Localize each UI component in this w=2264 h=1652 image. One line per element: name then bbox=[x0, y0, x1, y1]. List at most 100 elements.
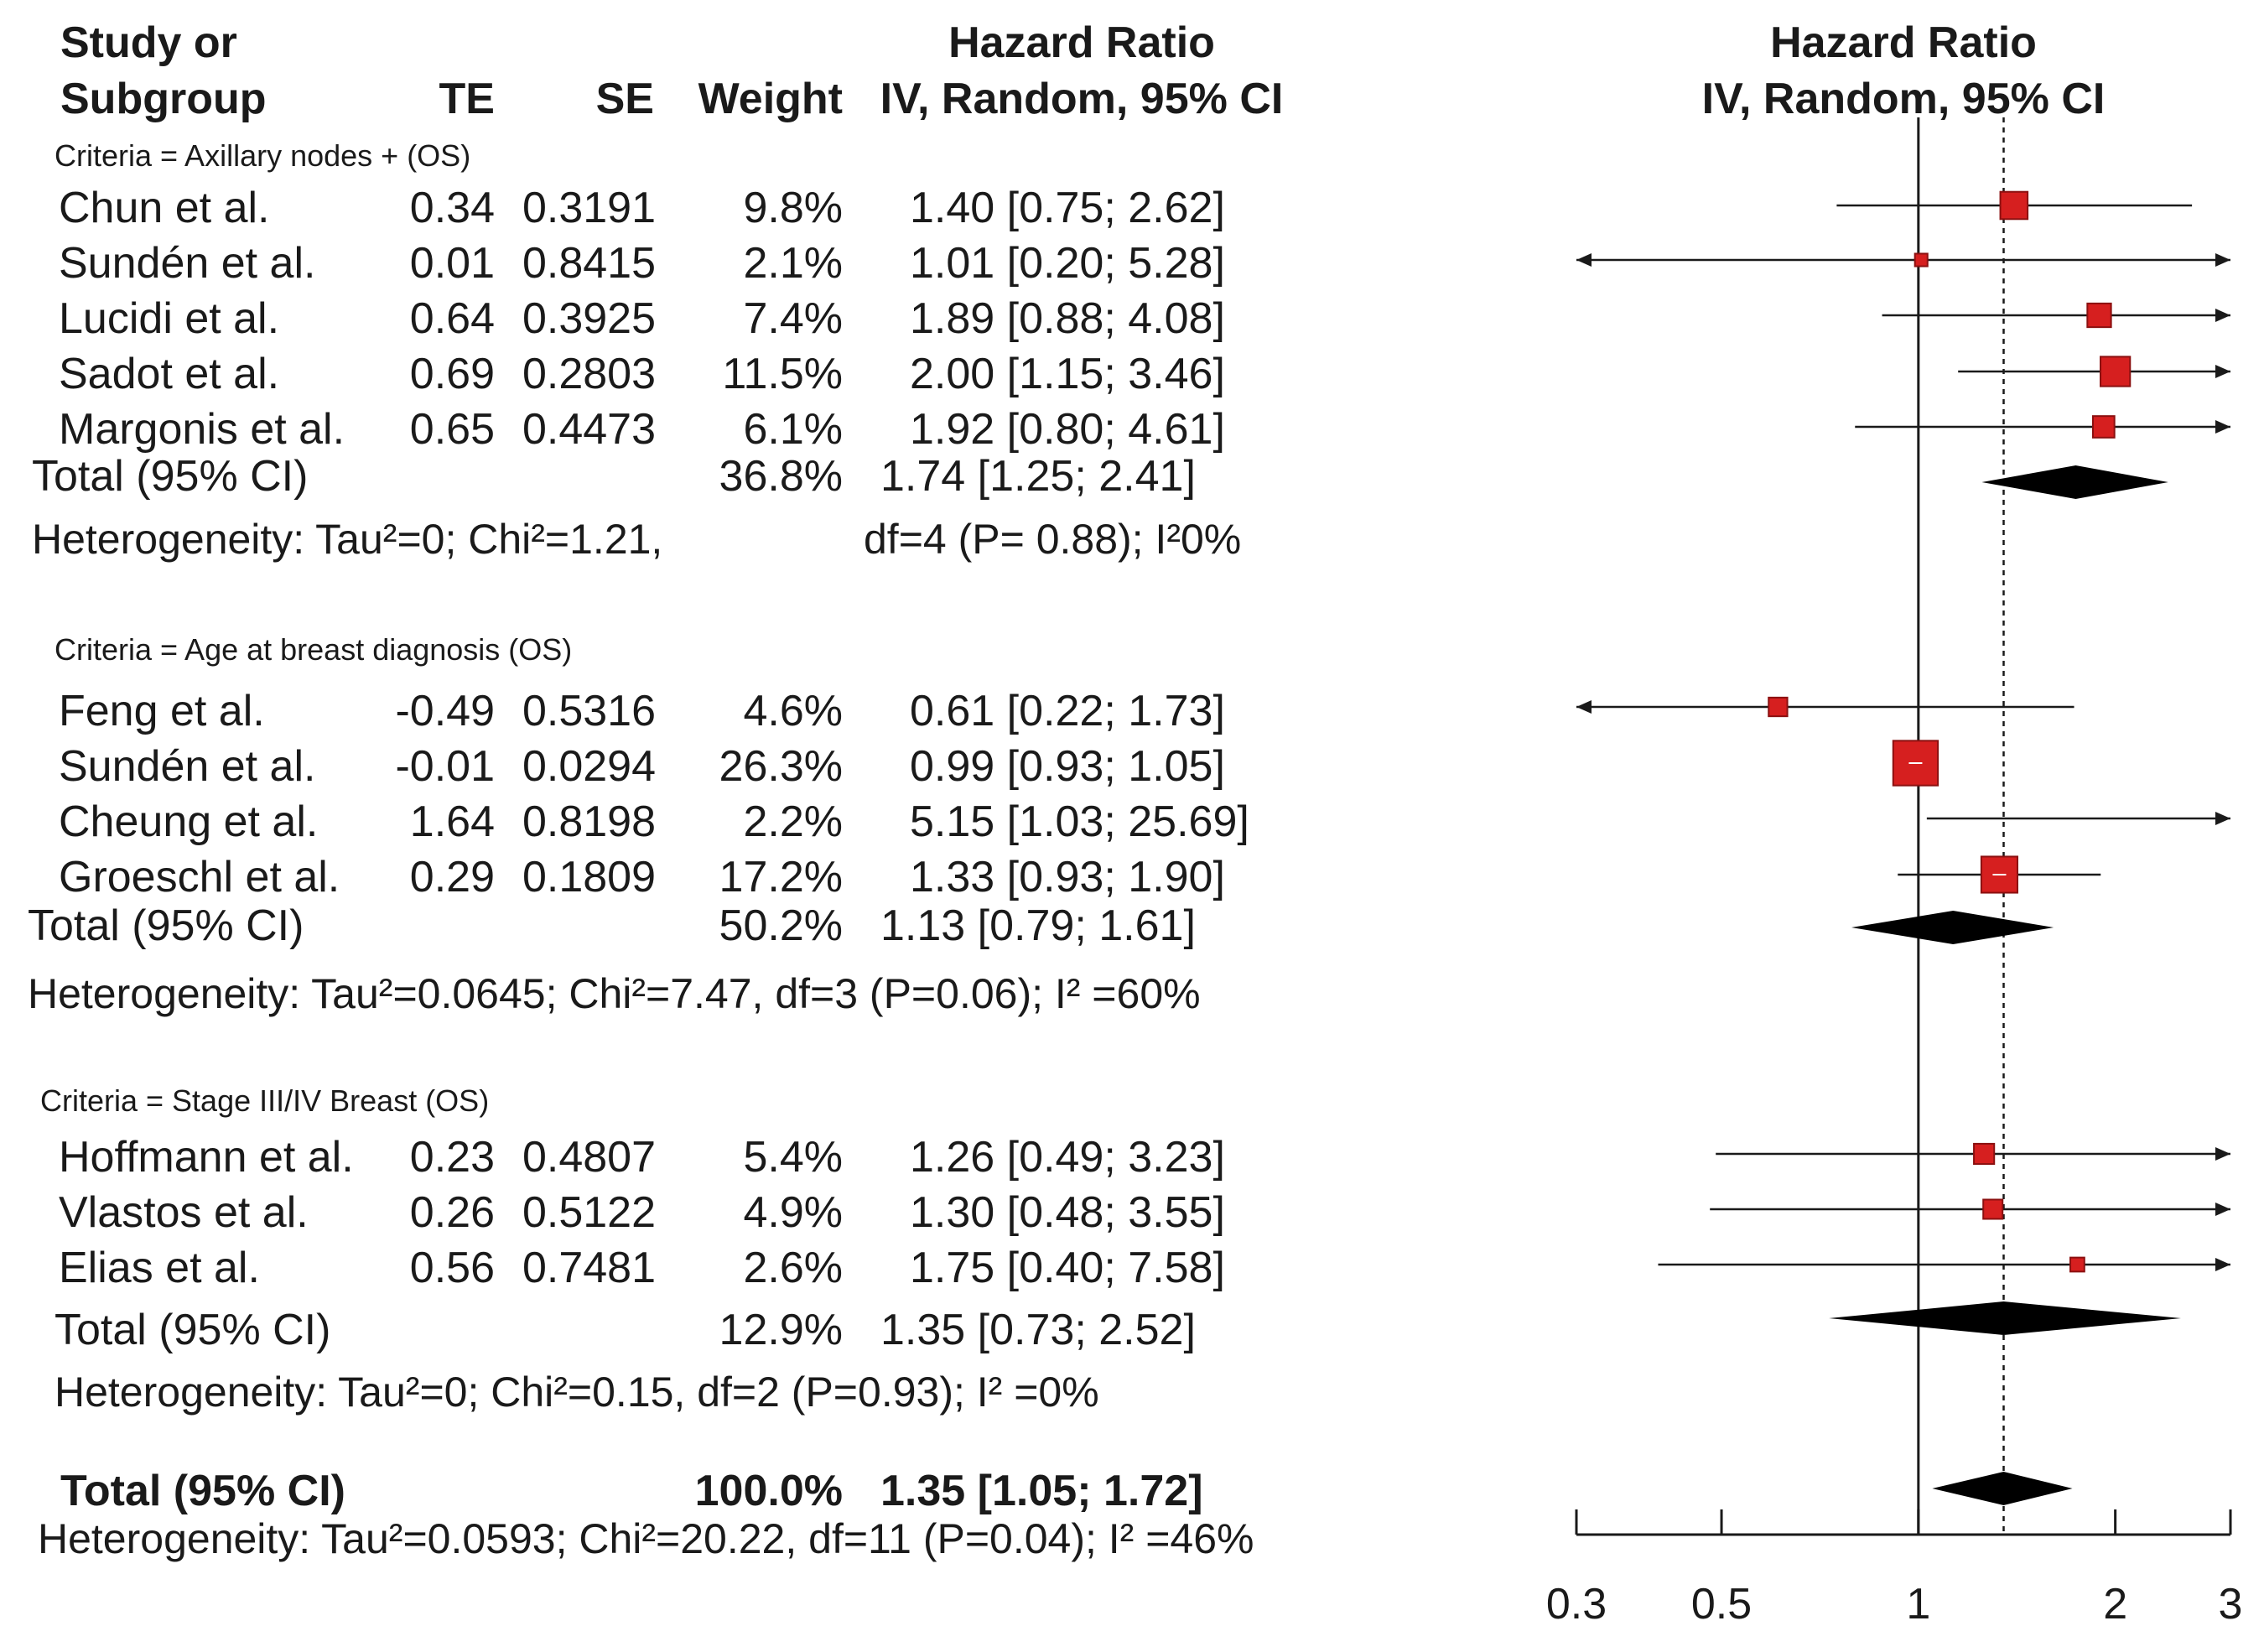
study-te: 0.69 bbox=[409, 350, 495, 398]
study-te: 0.65 bbox=[409, 405, 495, 454]
header-hr-method: IV, Random, 95% CI bbox=[880, 75, 1284, 123]
study-se: 0.4473 bbox=[522, 405, 656, 454]
study-name: Chun et al. bbox=[59, 184, 270, 232]
subtotal-hr-ci: 1.74 [1.25; 2.41] bbox=[880, 452, 1196, 501]
ci-arrow-right bbox=[2215, 420, 2230, 434]
x-tick-label: 0.3 bbox=[1546, 1580, 1607, 1629]
study-name: Margonis et al. bbox=[59, 405, 345, 454]
x-tick-label: 2 bbox=[2103, 1580, 2127, 1629]
subtotal-diamond bbox=[1851, 911, 2054, 944]
ci-arrow-left bbox=[1576, 700, 1592, 714]
header-hr-title: Hazard Ratio bbox=[948, 18, 1215, 67]
subtotal-diamond bbox=[1829, 1301, 2181, 1335]
study-se: 0.3191 bbox=[522, 184, 656, 232]
overall-label: Total (95% CI) bbox=[60, 1467, 345, 1515]
study-hr-ci: 0.61 [0.22; 1.73] bbox=[910, 687, 1225, 735]
study-name: Feng et al. bbox=[59, 687, 265, 735]
study-weight: 4.6% bbox=[743, 687, 843, 735]
study-hr-ci: 5.15 [1.03; 25.69] bbox=[910, 797, 1249, 846]
study-weight: 4.9% bbox=[743, 1188, 843, 1237]
study-weight: 9.8% bbox=[743, 184, 843, 232]
ci-arrow-right bbox=[2215, 1258, 2230, 1271]
study-te: -0.49 bbox=[395, 687, 495, 735]
study-hr-ci: 1.26 [0.49; 3.23] bbox=[910, 1133, 1225, 1182]
study-hr-ci: 1.30 [0.48; 3.55] bbox=[910, 1188, 1225, 1237]
header-weight: Weight bbox=[698, 75, 843, 123]
study-marker bbox=[1768, 696, 1789, 718]
heterogeneity-text: Heterogeneity: Tau²=0; Chi²=0.15, df=2 (… bbox=[55, 1369, 1099, 1416]
subtotal-diamond bbox=[1981, 465, 2168, 499]
study-weight: 5.4% bbox=[743, 1133, 843, 1182]
study-te: 0.34 bbox=[409, 184, 495, 232]
study-te: -0.01 bbox=[395, 742, 495, 791]
study-se: 0.0294 bbox=[522, 742, 656, 791]
study-weight: 2.1% bbox=[743, 239, 843, 288]
header-study-line2: Subgroup bbox=[60, 75, 267, 123]
ci-arrow-left bbox=[1576, 253, 1592, 267]
study-hr-ci: 1.75 [0.40; 7.58] bbox=[910, 1244, 1225, 1292]
study-name: Elias et al. bbox=[59, 1244, 260, 1292]
header-te: TE bbox=[439, 75, 495, 123]
study-name: Vlastos et al. bbox=[59, 1188, 309, 1237]
ci-arrow-right bbox=[2215, 812, 2230, 825]
header-se: SE bbox=[595, 75, 654, 123]
study-se: 0.4807 bbox=[522, 1133, 656, 1182]
ci-arrow-right bbox=[2215, 309, 2230, 322]
study-te: 0.01 bbox=[409, 239, 495, 288]
subtotal-hr-ci: 1.13 [0.79; 1.61] bbox=[880, 901, 1196, 950]
study-te: 0.26 bbox=[409, 1188, 495, 1237]
criteria-label: Criteria = Stage III/IV Breast (OS) bbox=[40, 1083, 490, 1118]
study-name: Sundén et al. bbox=[59, 239, 316, 288]
study-hr-ci: 1.89 [0.88; 4.08] bbox=[910, 294, 1225, 343]
criteria-label: Criteria = Age at breast diagnosis (OS) bbox=[55, 632, 573, 667]
overall-diamond bbox=[1932, 1472, 2073, 1505]
study-se: 0.7481 bbox=[522, 1244, 656, 1292]
heterogeneity-text: Heterogeneity: Tau²=0; Chi²=1.21, bbox=[32, 516, 663, 563]
study-name: Cheung et al. bbox=[59, 797, 319, 846]
study-marker bbox=[2086, 302, 2112, 329]
criteria-label: Criteria = Axillary nodes + (OS) bbox=[55, 138, 471, 173]
study-weight: 2.2% bbox=[743, 797, 843, 846]
study-weight: 26.3% bbox=[719, 742, 843, 791]
ci-arrow-right bbox=[2215, 1147, 2230, 1161]
study-se: 0.1809 bbox=[522, 853, 656, 901]
overall-weight: 100.0% bbox=[694, 1467, 843, 1515]
study-te: 0.56 bbox=[409, 1244, 495, 1292]
study-weight: 7.4% bbox=[743, 294, 843, 343]
study-marker bbox=[2091, 415, 2116, 439]
study-te: 0.64 bbox=[409, 294, 495, 343]
study-marker bbox=[1892, 740, 1939, 787]
x-tick-label: 1 bbox=[1906, 1580, 1930, 1629]
study-name: Lucidi et al. bbox=[59, 294, 280, 343]
subtotal-weight: 36.8% bbox=[719, 452, 843, 501]
study-marker bbox=[1913, 252, 1929, 268]
study-name: Sadot et al. bbox=[59, 350, 280, 398]
heterogeneity-text: Heterogeneity: Tau²=0.0645; Chi²=7.47, d… bbox=[28, 970, 1201, 1017]
study-te: 0.23 bbox=[409, 1133, 495, 1182]
x-tick-label: 0.5 bbox=[1691, 1580, 1752, 1629]
subtotal-weight: 50.2% bbox=[719, 901, 843, 950]
x-tick-label: 3 bbox=[2219, 1580, 2243, 1629]
study-name: Hoffmann et al. bbox=[59, 1133, 354, 1182]
heterogeneity-text-2: df=4 (P= 0.88); I²0% bbox=[864, 516, 1242, 563]
ci-arrow-right bbox=[2215, 365, 2230, 378]
study-hr-ci: 1.01 [0.20; 5.28] bbox=[910, 239, 1225, 288]
study-se: 0.8198 bbox=[522, 797, 656, 846]
study-se: 0.2803 bbox=[522, 350, 656, 398]
study-marker bbox=[1982, 1198, 2004, 1220]
study-marker bbox=[2100, 356, 2132, 387]
study-hr-ci: 0.99 [0.93; 1.05] bbox=[910, 742, 1225, 791]
study-marker bbox=[1999, 190, 2029, 221]
ci-arrow-right bbox=[2215, 253, 2230, 267]
study-hr-ci: 1.40 [0.75; 2.62] bbox=[910, 184, 1225, 232]
study-se: 0.5316 bbox=[522, 687, 656, 735]
plot-title: Hazard Ratio bbox=[1770, 18, 2037, 67]
subtotal-weight: 12.9% bbox=[719, 1306, 843, 1354]
plot-subtitle: IV, Random, 95% CI bbox=[1701, 75, 2106, 123]
subtotal-hr-ci: 1.35 [0.73; 2.52] bbox=[880, 1306, 1196, 1354]
study-se: 0.5122 bbox=[522, 1188, 656, 1237]
overall-heterogeneity: Heterogeneity: Tau²=0.0593; Chi²=20.22, … bbox=[38, 1515, 1254, 1562]
study-te: 0.29 bbox=[409, 853, 495, 901]
study-weight: 2.6% bbox=[743, 1244, 843, 1292]
